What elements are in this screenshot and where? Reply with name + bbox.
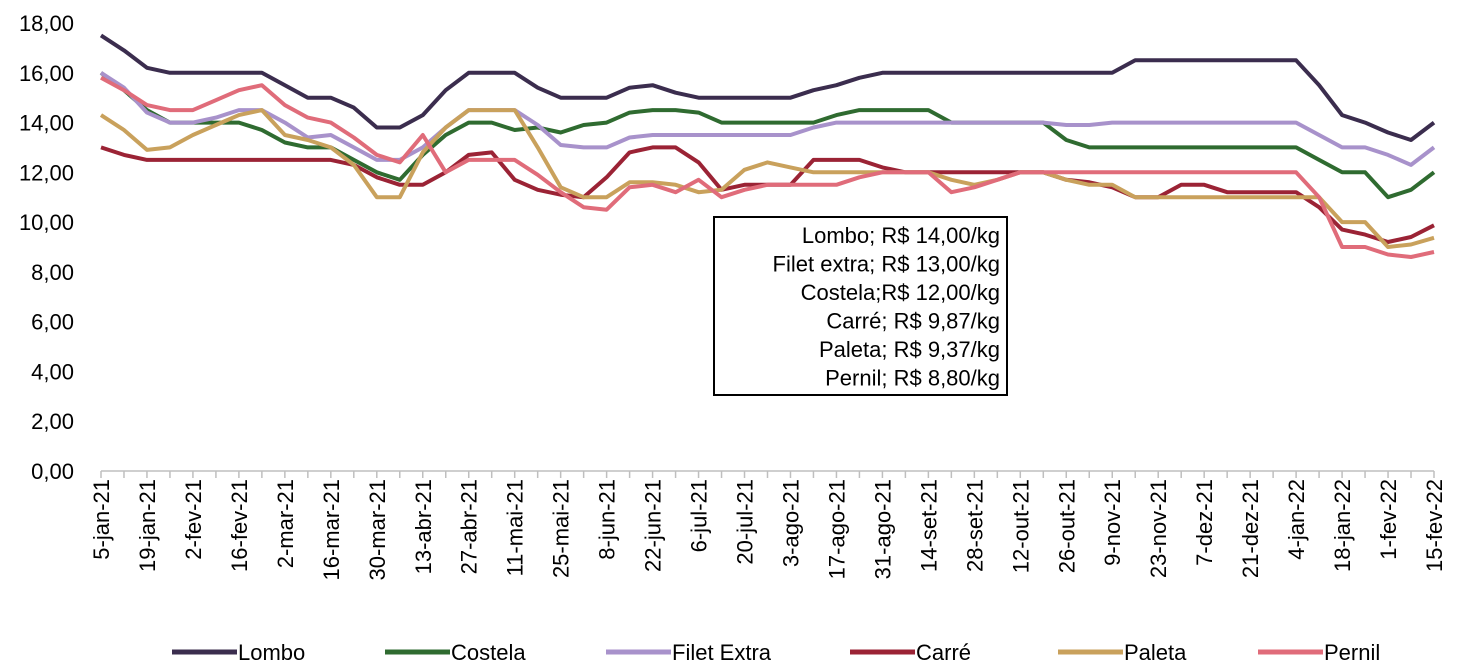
x-tick-label: 28-set-21 [962,479,987,572]
legend-label: Pernil [1324,640,1380,665]
x-tick-label: 31-ago-21 [870,479,895,579]
series-line [99,71,1436,167]
annotation-text: Pernil; R$ 8,80/kg [825,366,1000,391]
legend-label: Carré [916,640,971,665]
y-tick-label: 0,00 [31,459,74,484]
legend-label: Paleta [1124,640,1187,665]
x-tick-label: 30-mar-21 [365,479,390,580]
x-tick-label: 27-abr-21 [457,479,482,574]
annotation-text: Lombo; R$ 14,00/kg [802,223,1000,248]
x-tick-label: 15-fev-22 [1422,479,1447,572]
x-tick-label: 22-jun-21 [641,479,666,572]
series-line [99,33,1436,142]
x-tick-label: 16-fev-21 [227,479,252,572]
x-tick-label: 18-jan-22 [1330,479,1355,572]
x-tick-label: 21-dez-21 [1238,479,1263,578]
x-tick-label: 19-jan-21 [135,479,160,572]
y-tick-label: 8,00 [31,260,74,285]
y-tick-label: 12,00 [19,160,74,185]
x-tick-label: 17-ago-21 [824,479,849,579]
x-tick-label: 26-out-21 [1054,479,1079,573]
annotation-text: Costela;R$ 12,00/kg [801,280,1000,305]
x-tick-label: 9-nov-21 [1100,479,1125,566]
legend-label: Filet Extra [672,640,772,665]
x-tick-label: 8-jun-21 [595,479,620,560]
x-tick-label: 12-out-21 [1008,479,1033,573]
y-tick-label: 14,00 [19,111,74,136]
x-tick-label: 6-jul-21 [687,479,712,552]
y-tick-label: 18,00 [19,11,74,36]
annotation-text: Carré; R$ 9,87/kg [826,309,1000,334]
annotation-text: Filet extra; R$ 13,00/kg [773,252,1000,277]
y-tick-label: 2,00 [31,409,74,434]
legend-label: Lombo [238,640,305,665]
x-tick-label: 3-ago-21 [778,479,803,567]
x-tick-label: 11-mai-21 [503,479,528,576]
annotation-box [713,216,1008,396]
annotation-text: Paleta; R$ 9,37/kg [819,337,1000,362]
x-tick-label: 2-fev-21 [181,479,206,560]
y-tick-label: 16,00 [19,61,74,86]
series-line [99,108,1435,249]
x-tick-label: 1-fev-22 [1376,479,1401,560]
series-line [99,71,1436,200]
x-tick-label: 7-dez-21 [1192,479,1217,566]
legend-label: Costela [451,640,526,665]
y-tick-label: 10,00 [19,210,74,235]
x-tick-label: 23-nov-21 [1146,479,1171,578]
y-tick-label: 4,00 [31,359,74,384]
x-tick-label: 16-mar-21 [319,479,344,580]
x-tick-label: 5-jan-21 [89,479,114,560]
x-tick-label: 13-abr-21 [411,479,436,574]
x-tick-label: 20-jul-21 [733,479,758,565]
x-tick-label: 2-mar-21 [273,479,298,568]
x-tick-label: 25-mai-21 [549,479,574,578]
series-line [100,76,1435,259]
x-tick-label: 14-set-21 [916,479,941,572]
y-tick-label: 6,00 [31,310,74,335]
x-tick-label: 4-jan-22 [1284,479,1309,560]
